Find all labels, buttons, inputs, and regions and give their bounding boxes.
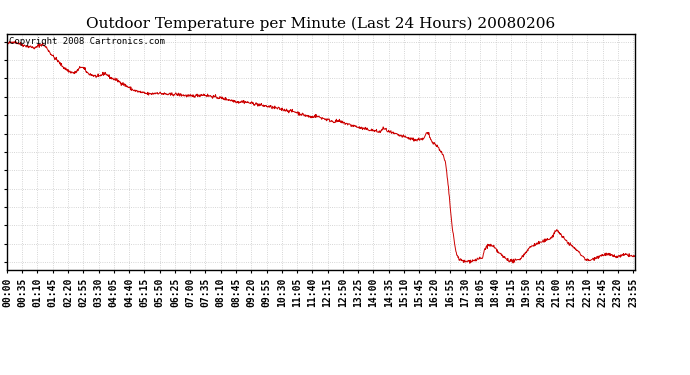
Title: Outdoor Temperature per Minute (Last 24 Hours) 20080206: Outdoor Temperature per Minute (Last 24 … [86,17,555,31]
Text: Copyright 2008 Cartronics.com: Copyright 2008 Cartronics.com [9,37,165,46]
